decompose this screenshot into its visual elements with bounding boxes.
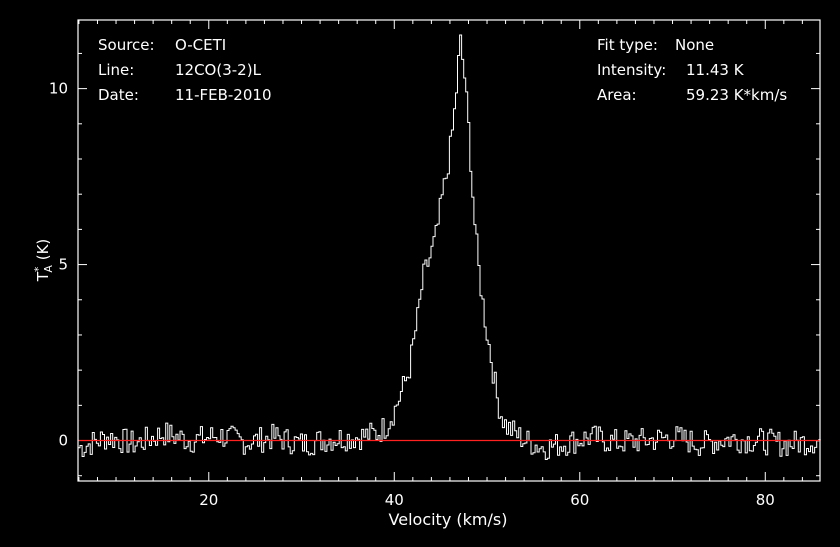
source-value: O-CETI <box>175 36 227 54</box>
y-axis-label-unit: (K) <box>34 238 52 261</box>
intensity-label: Intensity: <box>597 61 667 79</box>
x-tick-label: 80 <box>756 491 775 509</box>
spectrum-line <box>78 34 821 460</box>
y-tick-label: 0 <box>58 432 68 450</box>
y-axis-label-main: T <box>34 272 52 282</box>
axis-ticks: 20 40 60 80 0 5 10 <box>49 20 820 509</box>
area-label: Area: <box>597 86 637 104</box>
y-tick-label: 5 <box>58 256 68 274</box>
x-tick-label: 20 <box>199 491 218 509</box>
plot-frame <box>77 19 821 482</box>
line-value: 12CO(3-2)L <box>175 61 261 79</box>
source-label: Source: <box>98 36 155 54</box>
y-tick-label: 10 <box>49 80 68 98</box>
fit-type-value: None <box>675 36 715 54</box>
spectrum-layer <box>78 34 821 460</box>
date-value: 11-FEB-2010 <box>175 86 272 104</box>
fit-type-label: Fit type: <box>597 36 658 54</box>
x-axis-label: Velocity (km/s) <box>388 510 508 529</box>
y-axis-label-sub: A <box>42 265 55 273</box>
x-tick-label: 40 <box>385 491 404 509</box>
x-tick-label: 60 <box>570 491 589 509</box>
intensity-value: 11.43 K <box>686 61 744 79</box>
date-label: Date: <box>98 86 139 104</box>
y-axis-label: T*A (K) <box>32 220 55 300</box>
line-label: Line: <box>98 61 135 79</box>
area-value: 59.23 K*km/s <box>686 86 788 104</box>
